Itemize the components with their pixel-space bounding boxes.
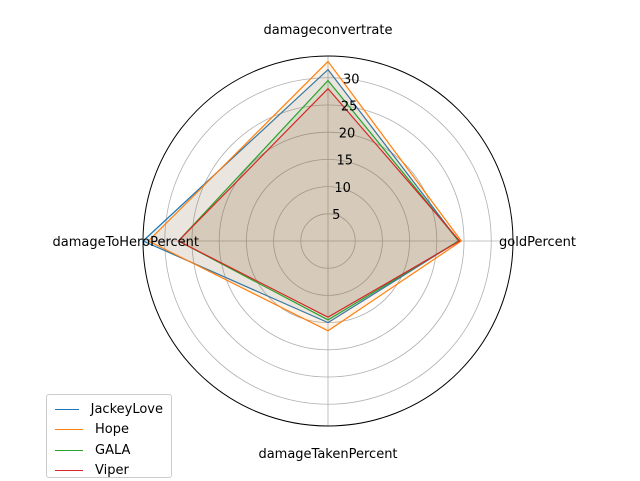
legend-item-GALA: GALA — [55, 440, 163, 461]
tick-label-5: 5 — [332, 208, 340, 223]
legend-label-Hope: Hope — [95, 422, 129, 437]
legend: JackeyLove Hope GALA Viper — [46, 394, 172, 478]
series-fill-Viper — [178, 89, 459, 318]
legend-item-JackeyLove: JackeyLove — [55, 399, 163, 420]
legend-swatch-JackeyLove — [55, 409, 79, 410]
legend-label-GALA: GALA — [95, 443, 130, 458]
axis-label-goldPercent: goldPercent — [499, 235, 576, 250]
legend-label-Viper: Viper — [95, 463, 129, 478]
legend-swatch-GALA — [55, 450, 83, 451]
legend-item-Viper: Viper — [55, 461, 163, 481]
tick-label-10: 10 — [334, 181, 351, 196]
tick-label-30: 30 — [343, 72, 360, 87]
axis-label-damageTakenPercent: damageTakenPercent — [258, 447, 397, 462]
legend-label-JackeyLove: JackeyLove — [91, 402, 163, 417]
tick-label-15: 15 — [337, 154, 354, 169]
axis-label-damageconvertrate: damageconvertrate — [264, 23, 393, 38]
axis-label-damageToHeroPercent: damageToHeroPercent — [53, 235, 200, 250]
legend-swatch-Hope — [55, 429, 83, 430]
tick-label-20: 20 — [339, 127, 356, 142]
legend-item-Hope: Hope — [55, 420, 163, 441]
tick-label-25: 25 — [341, 99, 358, 114]
legend-swatch-Viper — [55, 470, 83, 471]
